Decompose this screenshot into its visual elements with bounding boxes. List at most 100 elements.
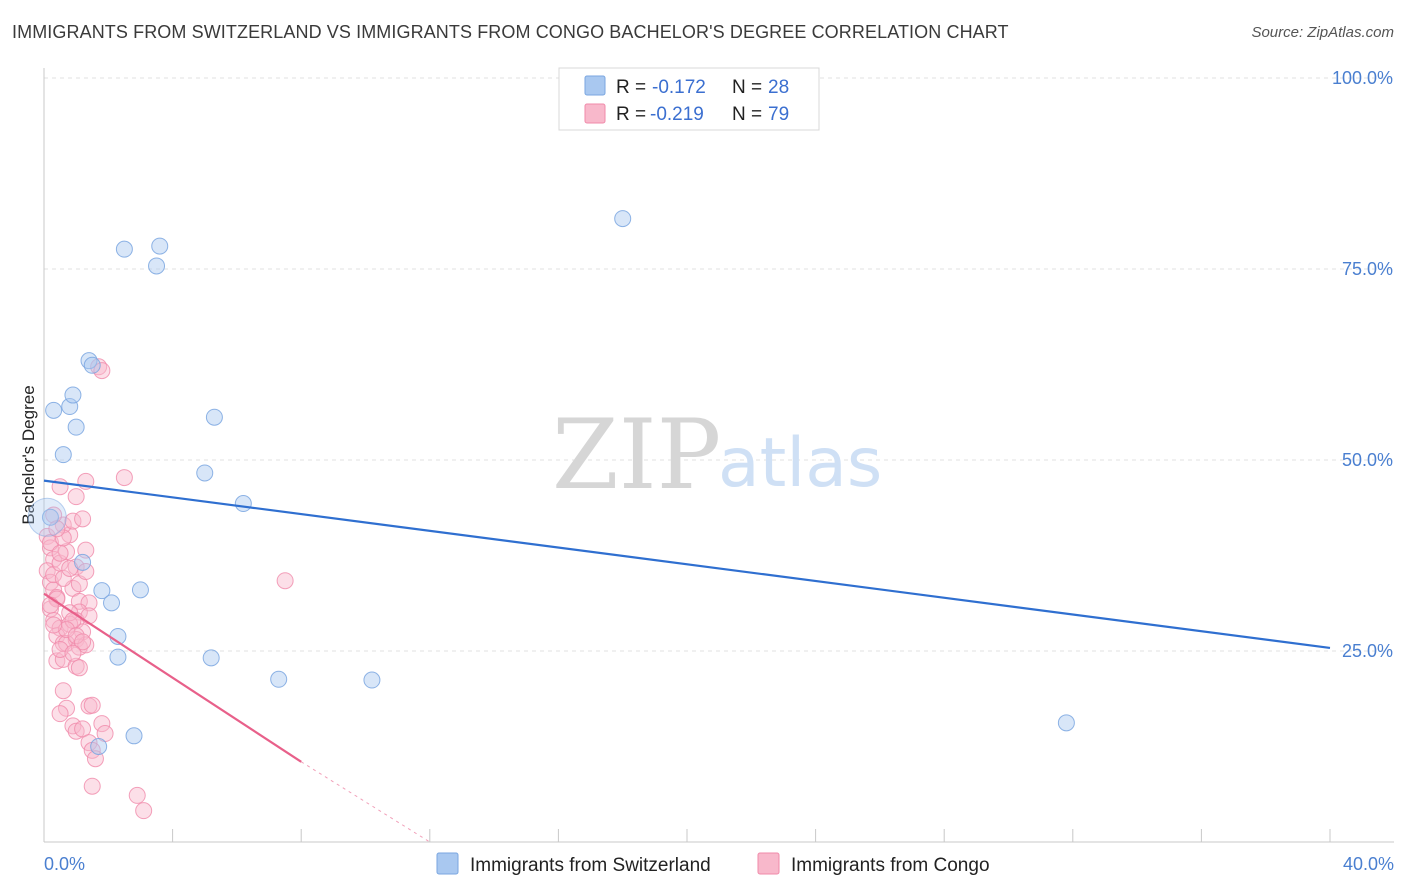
switzerland-point — [103, 594, 121, 612]
switzerland-point — [90, 738, 108, 755]
x-tick-label-max: 40.0% — [1343, 854, 1394, 874]
switzerland-point — [234, 495, 252, 513]
congo-point — [83, 696, 101, 714]
legend-bottom: Immigrants from Switzerland Immigrants f… — [436, 852, 990, 876]
x-tick-label-min: 0.0% — [44, 854, 85, 874]
congo-point — [41, 534, 59, 552]
series-congo-points — [38, 358, 294, 820]
switzerland-point — [93, 582, 111, 600]
switzerland-point — [83, 356, 101, 374]
congo-point — [276, 572, 294, 590]
legend-switzerland-n-value: 28 — [768, 77, 789, 98]
legend-switzerland-r-value: -0.172 — [652, 77, 706, 98]
congo-point — [67, 627, 85, 645]
switzerland-point — [131, 581, 149, 599]
switzerland-point — [1057, 714, 1075, 732]
congo-point — [77, 563, 95, 581]
switzerland-point — [64, 386, 82, 404]
congo-point — [70, 638, 88, 656]
switzerland-trend-line — [43, 479, 1331, 650]
legend-top: R = -0.172 N = 28 R = -0.219 N = 79 — [558, 67, 820, 131]
congo-point — [74, 720, 92, 738]
chart-title: IMMIGRANTS FROM SWITZERLAND VS IMMIGRANT… — [12, 22, 1009, 42]
switzerland-cluster-point — [27, 497, 67, 537]
congo-point — [48, 590, 66, 608]
y-axis-title: Bachelor's Degree — [19, 385, 38, 524]
legend-bottom-congo-swatch — [757, 852, 780, 875]
congo-point — [64, 644, 82, 662]
congo-point — [58, 543, 76, 561]
switzerland-point — [45, 401, 63, 419]
congo-point — [51, 640, 69, 658]
y-tick-label-25: 25.0% — [1342, 641, 1393, 661]
congo-point — [58, 621, 76, 639]
y-tick-labels: 25.0% 50.0% 75.0% 100.0% — [1332, 68, 1393, 661]
x-axis-ticks — [43, 829, 1331, 842]
congo-point — [54, 529, 72, 547]
congo-point — [67, 722, 85, 740]
switzerland-point — [80, 352, 98, 370]
congo-point — [115, 469, 133, 487]
switzerland-point — [148, 257, 166, 275]
congo-point — [93, 362, 111, 380]
congo-point — [54, 569, 72, 587]
switzerland-point — [109, 648, 127, 666]
switzerland-point — [205, 408, 223, 426]
switzerland-point — [270, 670, 288, 688]
legend-bottom-switzerland-swatch — [436, 852, 459, 875]
congo-point — [45, 506, 63, 524]
y-tick-label-50: 50.0% — [1342, 450, 1393, 470]
congo-trend-line — [43, 592, 302, 763]
legend-bottom-switzerland-label: Immigrants from Switzerland — [470, 855, 711, 876]
congo-point — [41, 600, 59, 618]
switzerland-point — [61, 398, 79, 416]
legend-congo-r-label: R = — [616, 104, 646, 125]
switzerland-point — [151, 237, 169, 255]
congo-point — [67, 488, 85, 506]
legend-congo-n-label: N = — [732, 104, 762, 125]
legend-switzerland-swatch — [584, 75, 606, 96]
switzerland-point — [363, 671, 381, 689]
switzerland-point — [614, 210, 632, 228]
series-switzerland-points — [27, 210, 1075, 755]
legend-congo-swatch — [584, 103, 606, 124]
congo-point — [128, 786, 146, 804]
congo-point — [74, 633, 92, 651]
trend-lines — [43, 479, 1331, 843]
y-tick-label-75: 75.0% — [1342, 259, 1393, 279]
congo-point — [41, 539, 59, 557]
congo-point — [135, 802, 153, 820]
congo-point — [51, 544, 69, 562]
legend-congo-r-value: -0.219 — [650, 104, 704, 125]
switzerland-point — [202, 649, 220, 667]
legend-congo-n-value: 79 — [768, 104, 789, 125]
congo-point — [93, 715, 111, 733]
grid-lines — [44, 77, 1394, 652]
watermark-zip: ZIP — [552, 399, 721, 511]
switzerland-point — [41, 508, 59, 526]
watermark-atlas: atlas — [718, 424, 882, 503]
congo-point — [70, 659, 88, 677]
congo-point — [83, 777, 101, 795]
congo-point — [74, 510, 92, 528]
switzerland-point — [125, 727, 143, 745]
congo-point — [54, 682, 72, 700]
congo-point — [80, 607, 98, 625]
congo-trend-extension — [300, 761, 431, 843]
congo-point — [64, 717, 82, 735]
congo-point — [51, 705, 69, 723]
switzerland-point — [115, 240, 133, 258]
y-tick-label-100: 100.0% — [1332, 68, 1393, 88]
switzerland-point — [196, 464, 214, 482]
legend-bottom-congo-label: Immigrants from Congo — [791, 855, 990, 876]
congo-point — [41, 596, 59, 614]
congo-point — [45, 616, 63, 634]
switzerland-point — [67, 418, 85, 436]
congo-point — [48, 652, 66, 670]
legend-switzerland-n-label: N = — [732, 77, 762, 98]
legend-switzerland-r-label: R = — [616, 77, 646, 98]
switzerland-point — [54, 446, 72, 464]
switzerland-point — [74, 553, 92, 571]
source-label: Source: ZipAtlas.com — [1251, 24, 1394, 41]
